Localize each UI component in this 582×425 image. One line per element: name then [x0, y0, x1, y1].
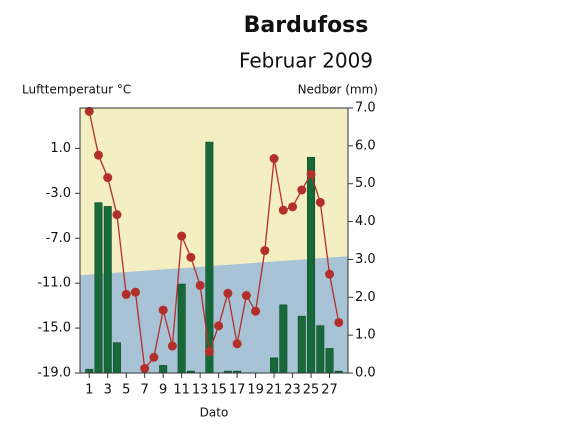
x-tick-label: 25 — [303, 383, 320, 398]
point — [204, 347, 214, 357]
x-tick-label: 1 — [85, 383, 93, 398]
point — [84, 106, 94, 116]
bar — [297, 315, 306, 374]
y-tick-label: -3.0 — [46, 186, 71, 201]
y2-tick-label: 6.0 — [355, 138, 376, 153]
x-tick-label: 7 — [141, 383, 149, 398]
y2-tick-label: 3.0 — [355, 252, 376, 267]
bar — [307, 156, 316, 374]
x-tick-label: 13 — [192, 383, 209, 398]
bar — [85, 368, 94, 374]
y2-tick-label: 2.0 — [355, 290, 376, 305]
point — [334, 317, 344, 327]
point — [214, 321, 224, 331]
point — [223, 288, 233, 298]
y-tick-label: -19.0 — [37, 366, 71, 381]
point — [158, 305, 168, 315]
point — [112, 210, 122, 220]
point — [297, 185, 307, 195]
x-tick-label: 11 — [173, 383, 190, 398]
bar — [279, 304, 288, 374]
y-axis-label: Lufttemperatur °C — [22, 83, 131, 97]
chart-subtitle: Februar 2009 — [239, 49, 373, 73]
x-tick-label: 9 — [159, 383, 167, 398]
point — [278, 205, 288, 215]
y2-tick-label: 1.0 — [355, 328, 376, 343]
x-tick-label: 15 — [210, 383, 227, 398]
y-tick-label: -7.0 — [46, 231, 71, 246]
bar — [112, 342, 121, 374]
y-tick-label: 1.0 — [50, 141, 71, 156]
y2-axis-label: Nedbør (mm) — [298, 83, 378, 97]
point — [186, 252, 196, 262]
y2-tick-label: 0.0 — [355, 366, 376, 381]
y2-tick-label: 4.0 — [355, 214, 376, 229]
point — [325, 269, 335, 279]
point — [177, 231, 187, 241]
point — [241, 291, 251, 301]
x-tick-label: 23 — [284, 383, 301, 398]
y2-tick-label: 5.0 — [355, 176, 376, 191]
point — [288, 202, 298, 212]
y2-tick-label: 7.0 — [355, 101, 376, 116]
bar — [205, 141, 214, 374]
bar — [270, 357, 279, 374]
point — [149, 352, 159, 362]
plot-frame — [79, 107, 349, 374]
bar — [103, 206, 112, 374]
y-tick-label: -15.0 — [37, 321, 71, 336]
point — [251, 306, 261, 316]
point — [306, 169, 316, 179]
x-tick-label: 17 — [229, 383, 246, 398]
bar — [159, 365, 168, 374]
point — [93, 150, 103, 160]
y-tick-label: -11.0 — [37, 276, 71, 291]
point — [167, 341, 177, 351]
point — [140, 364, 150, 374]
point — [232, 339, 242, 349]
chart-title: Bardufoss — [244, 13, 369, 38]
point — [103, 173, 113, 183]
x-tick-label: 3 — [104, 383, 112, 398]
x-tick-label: 27 — [321, 383, 338, 398]
point — [269, 154, 279, 164]
x-tick-label: 19 — [247, 383, 264, 398]
bar — [316, 325, 325, 374]
point — [260, 246, 270, 256]
bar — [177, 283, 186, 374]
x-tick-label: 5 — [122, 383, 130, 398]
point — [195, 280, 205, 290]
bar — [94, 202, 103, 374]
point — [130, 287, 140, 297]
x-tick-label: 21 — [266, 383, 283, 398]
point — [121, 289, 131, 299]
bar — [325, 348, 334, 374]
line — [88, 111, 340, 371]
x-axis-label: Dato — [200, 406, 229, 420]
point — [315, 197, 325, 207]
